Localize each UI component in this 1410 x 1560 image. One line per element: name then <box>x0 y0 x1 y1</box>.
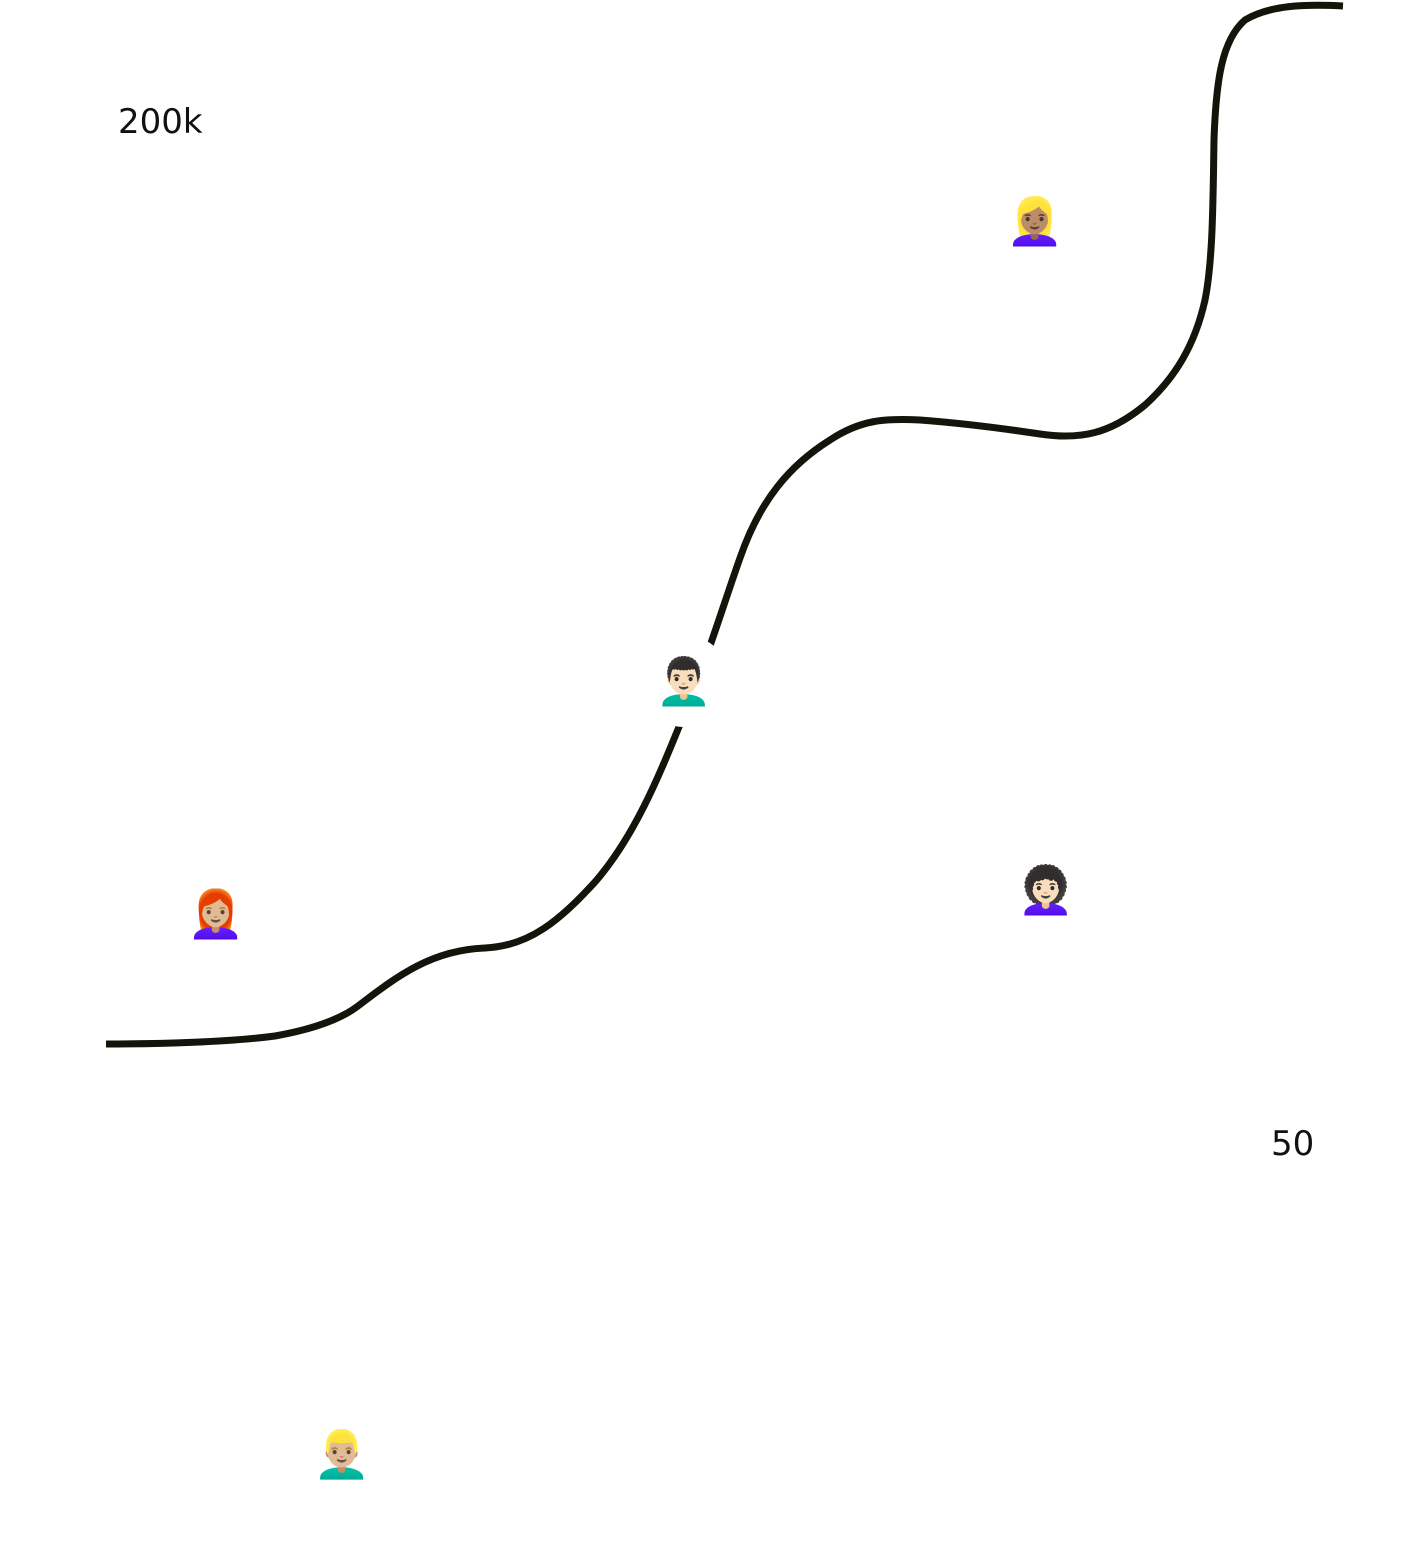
y-axis-max-label: 200k <box>118 102 203 142</box>
blonde-ponytail-woman-avatar[interactable]: 👱🏽‍♀️ <box>999 185 1071 257</box>
blonde-man-avatar[interactable]: 👱🏼‍♂️ <box>306 1418 378 1490</box>
red-hair-woman-avatar[interactable]: 👩🏼‍🦰 <box>180 878 252 950</box>
trend-curve <box>105 1 1344 1048</box>
curly-hair-man-avatar[interactable]: 👨🏻‍🦱 <box>648 645 720 717</box>
dark-curly-hair-woman-avatar[interactable]: 👩🏻‍🦱 <box>1010 854 1082 926</box>
x-axis-max-label: 50 <box>1271 1124 1315 1164</box>
